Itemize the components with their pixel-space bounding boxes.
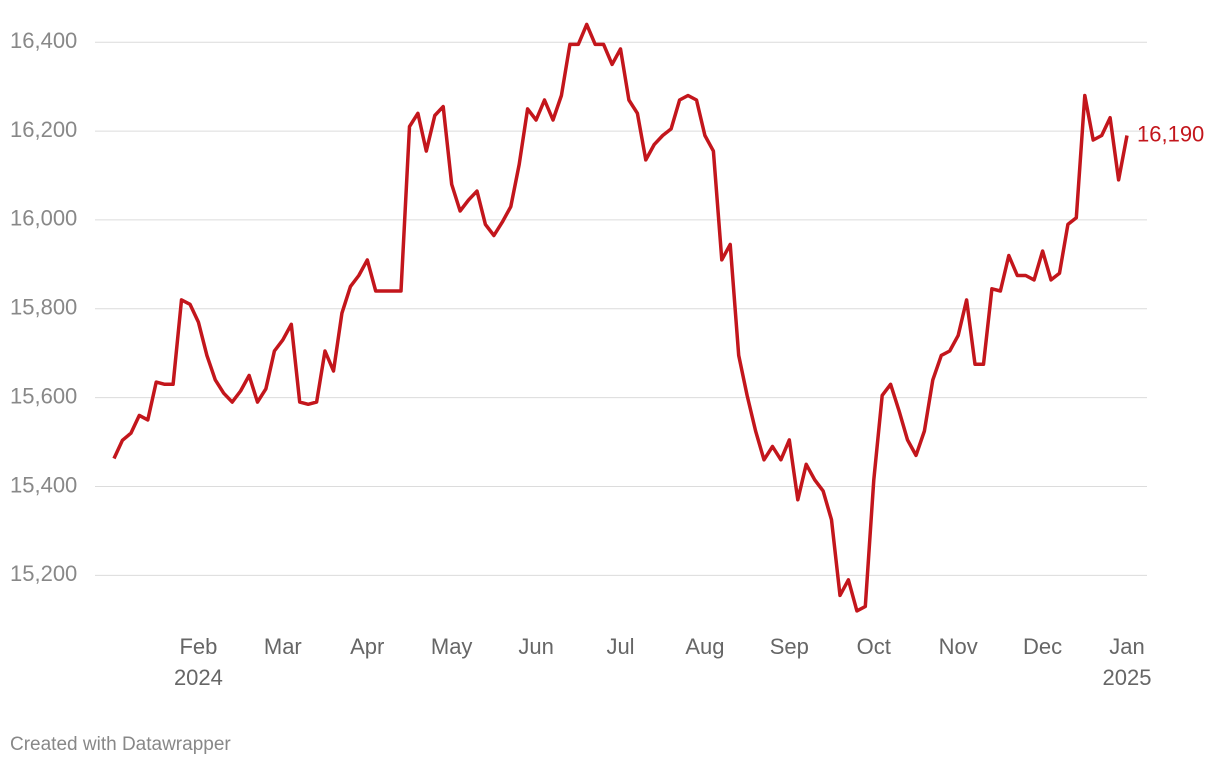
x-tick-label: Dec (1023, 634, 1062, 659)
x-tick-label: Jan (1109, 634, 1144, 659)
x-tick-label: May (431, 634, 473, 659)
x-tick-label: Sep (770, 634, 809, 659)
data-line (112, 22, 1129, 613)
x-tick-year: 2025 (1103, 665, 1152, 690)
y-tick-label: 16,200 (10, 117, 77, 142)
credit: Created with Datawrapper (10, 734, 231, 755)
y-tick-label: 15,800 (10, 295, 77, 320)
y-tick-label: 16,000 (10, 206, 77, 231)
x-tick-label: Aug (685, 634, 724, 659)
x-tick-label: Oct (857, 634, 891, 659)
x-tick-label: Jun (518, 634, 553, 659)
y-tick-label: 15,400 (10, 472, 77, 497)
y-tick-label: 15,600 (10, 383, 77, 408)
x-tick-label: Jul (606, 634, 634, 659)
x-tick-label: Apr (350, 634, 384, 659)
y-tick-label: 16,400 (10, 28, 77, 53)
x-tick-label: Mar (264, 634, 302, 659)
value-label: 16,190 (1137, 121, 1204, 146)
x-tick-year: 2024 (174, 665, 223, 690)
y-tick-label: 15,200 (10, 561, 77, 586)
x-tick-label: Feb (179, 634, 217, 659)
x-tick-label: Nov (939, 634, 978, 659)
